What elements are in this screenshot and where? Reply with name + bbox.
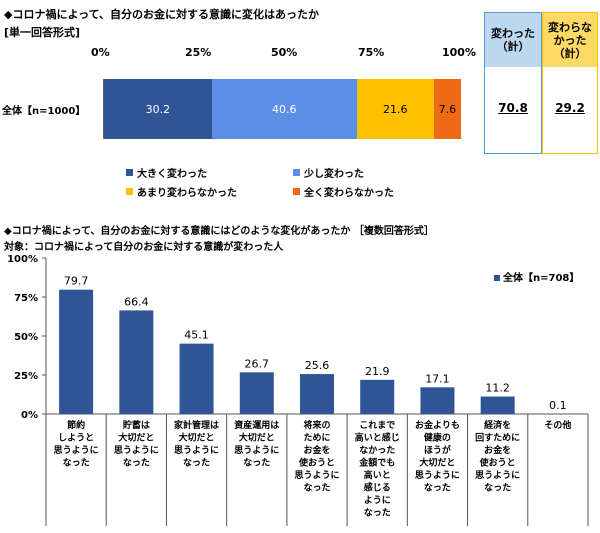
changed-total-header: 変わった （計） [485,13,541,67]
changed-total-value: 70.8 [498,101,528,115]
legend-swatch [126,169,133,176]
bar-value-label: 79.7 [64,275,89,288]
unchanged-total-header: 変わらな かった （計） [543,13,597,67]
legend-label: 全く変わらなかった [304,188,394,199]
category-label: 家計管理は大切だと思うようになった [174,419,219,469]
stacked-segment-small-change: 40.6 [211,79,357,139]
x-tick-0: 0% [91,46,110,59]
legend-small-change: 少し変わった [293,165,364,180]
unchanged-total-value: 29.2 [555,101,585,115]
legend-large-change: 大きく変わった [126,165,207,180]
chart1-subtitle: [単一回答形式] [4,26,81,39]
segment-value-label: 7.6 [438,102,457,116]
category-label: お金よりも健康のほうが大切だと思うようになった [415,419,460,494]
bar [420,387,455,414]
legend-label: 少し変わった [304,169,364,180]
segment-value-label: 21.6 [383,102,408,116]
changed-total-box: 変わった （計） 70.8 [484,12,542,154]
bar [300,374,334,414]
category-label: 将来のためにお金を使おうと思うようになった [294,419,339,494]
legend-label: 大きく変わった [137,169,207,180]
legend-swatch [293,188,300,195]
stacked-bar: 30.2 40.6 21.6 7.6 [103,79,461,139]
segment-value-label: 30.2 [145,102,171,116]
bar [360,379,395,414]
category-label: 経済を回すためにお金を使おうと思うようになった [475,419,520,494]
category-label: 資産運用は大切だと思うようになった [234,419,279,469]
bar-value-label: 21.9 [365,365,390,378]
chart2-subtitle: 対象：コロナ禍によって自分のお金に対する意識が変わった人 [4,242,284,253]
bar-value-label: 0.1 [549,399,567,412]
stacked-segment-little-change: 21.6 [356,79,434,139]
bar-value-label: 45.1 [184,329,209,342]
bar [179,343,214,414]
stacked-segment-large-change: 30.2 [104,79,212,139]
stacked-segment-no-change: 7.6 [433,79,461,139]
x-tick-50: 50% [271,46,298,59]
bar-chart: 100% 75% 50% 25% 0% 79.7 節約しようと思うようになった 66.4 貯蓄は… [7,254,589,526]
bar [59,289,94,414]
segment-value-label: 40.6 [272,102,297,116]
chart2-title: ◆コロナ禍によって、自分のお金に対する意識にはどのような変化があったか ［複数回… [4,226,434,237]
category-label: 節約しようと思うようになった [54,419,99,469]
y-tick-label: 50% [14,332,38,343]
stacked-row-label: 全体【n=1000】 [2,106,86,117]
bar [119,310,154,414]
bar-value-label: 26.7 [245,357,270,370]
y-tick-label: 0% [21,410,38,421]
category-label: その他 [544,419,571,431]
legend-no-change: 全く変わらなかった [293,184,394,199]
bar-value-label: 66.4 [124,295,149,308]
x-tick-25: 25% [185,46,212,59]
legend-swatch [126,188,133,195]
bar [480,396,515,414]
legend-swatch [494,275,500,281]
y-tick-label: 100% [7,254,38,265]
chart1-title: ◆コロナ禍によって、自分のお金に対する意識に変化はあったか [4,8,320,21]
bar-value-label: 17.1 [425,372,450,385]
x-tick-100: 100% [442,46,476,59]
bar [239,372,274,414]
category-label: 貯蓄は大切だと思うようになった [114,419,159,469]
y-tick-label: 75% [14,293,38,304]
unchanged-total-box: 変わらな かった （計） 29.2 [542,12,598,154]
x-tick-75: 75% [358,46,385,59]
legend-label: 全体【n=708】 [502,271,579,284]
legend-swatch [293,169,300,176]
category-label: これまで高いと感じなかった金額でも高いと感じるようになった [355,420,400,519]
legend-little-change: あまり変わらなかった [126,184,237,199]
bar-value-label: 11.2 [485,382,510,395]
y-tick-label: 25% [14,371,38,382]
legend-label: あまり変わらなかった [137,188,237,199]
bar-value-label: 25.6 [305,359,330,372]
